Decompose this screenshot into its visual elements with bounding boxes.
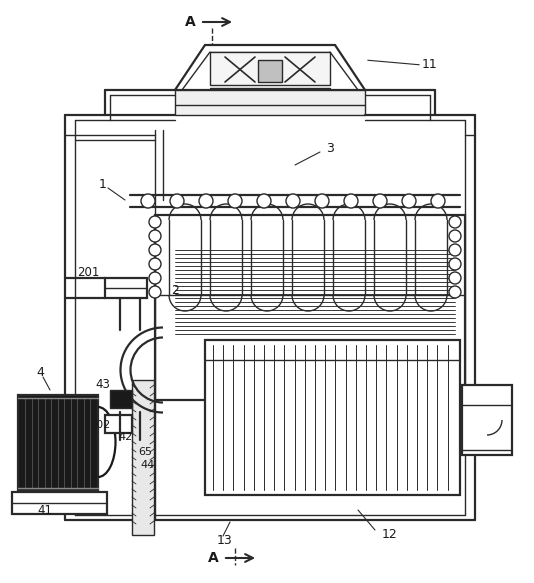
Text: 11: 11 (422, 58, 438, 72)
Circle shape (449, 258, 461, 270)
Text: 2: 2 (171, 283, 179, 297)
Circle shape (449, 244, 461, 256)
Circle shape (402, 194, 416, 208)
Circle shape (141, 194, 155, 208)
Circle shape (431, 194, 445, 208)
Text: 42: 42 (119, 432, 133, 442)
Text: 44: 44 (141, 460, 155, 470)
Bar (110, 390, 132, 408)
Text: 65: 65 (138, 447, 152, 457)
Bar (155, 215, 465, 400)
Circle shape (449, 216, 461, 228)
Text: A: A (185, 15, 195, 29)
Text: 43: 43 (96, 378, 111, 391)
Circle shape (149, 272, 161, 284)
Circle shape (373, 194, 387, 208)
Bar (18, 395, 98, 490)
Circle shape (149, 216, 161, 228)
Text: 1: 1 (99, 178, 107, 191)
Bar (12, 492, 107, 514)
Bar (462, 385, 512, 455)
Bar (258, 60, 282, 82)
Bar (132, 380, 154, 535)
Circle shape (449, 272, 461, 284)
Circle shape (149, 258, 161, 270)
Circle shape (149, 244, 161, 256)
Circle shape (449, 230, 461, 242)
Bar (205, 340, 460, 495)
Text: 13: 13 (217, 533, 233, 546)
Circle shape (257, 194, 271, 208)
Bar (105, 278, 147, 298)
Circle shape (344, 194, 358, 208)
Bar (175, 90, 365, 115)
Circle shape (199, 194, 213, 208)
Text: 4: 4 (36, 367, 44, 380)
Text: A: A (208, 551, 218, 565)
Bar (105, 415, 132, 433)
Bar (210, 52, 330, 85)
Text: 3: 3 (326, 142, 334, 154)
Circle shape (449, 286, 461, 298)
Circle shape (315, 194, 329, 208)
Text: 201: 201 (77, 265, 99, 279)
Circle shape (286, 194, 300, 208)
Text: 41: 41 (37, 504, 52, 517)
Circle shape (228, 194, 242, 208)
Text: 12: 12 (382, 529, 398, 542)
Text: 202: 202 (89, 420, 111, 430)
Circle shape (170, 194, 184, 208)
Circle shape (149, 230, 161, 242)
Circle shape (149, 286, 161, 298)
